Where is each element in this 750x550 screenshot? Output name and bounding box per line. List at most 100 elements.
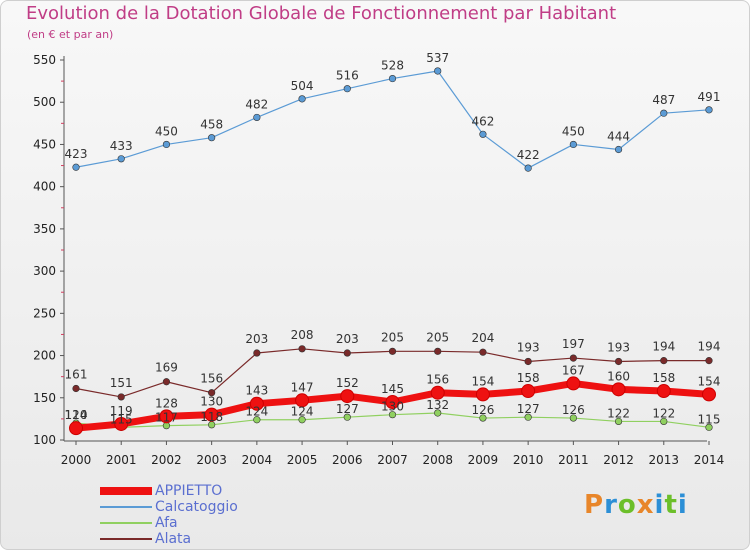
x-tick-label: 2014 [694, 453, 725, 467]
data-point [569, 414, 577, 422]
x-tick-label: 2003 [196, 453, 227, 467]
data-point [388, 347, 397, 355]
data-point [614, 417, 623, 426]
data-point [249, 396, 264, 411]
data-point [343, 349, 351, 357]
data-point [298, 95, 306, 103]
data-point [524, 164, 532, 172]
data-point [479, 348, 487, 356]
data-point [524, 357, 532, 366]
data-label: 204 [471, 331, 494, 345]
data-point [475, 387, 490, 402]
data-point [569, 354, 577, 362]
data-point [72, 384, 80, 393]
x-tick-label: 2005 [287, 453, 318, 467]
x-tick-label: 2007 [377, 453, 408, 467]
data-label: 115 [110, 412, 133, 426]
x-tick-label: 2000 [61, 453, 92, 467]
data-label: 205 [381, 330, 404, 344]
data-point [434, 347, 442, 355]
data-point [705, 423, 713, 431]
data-label: 158 [652, 371, 675, 385]
data-label: 132 [426, 398, 449, 412]
data-label: 126 [471, 403, 494, 417]
chart-subtitle: (en € et par an) [27, 28, 114, 41]
data-label: 124 [291, 405, 314, 419]
data-point [253, 349, 261, 357]
data-label: 423 [65, 147, 88, 161]
data-label: 119 [110, 404, 133, 418]
y-tick-label: 150 [33, 391, 56, 405]
data-point [298, 416, 306, 424]
y-tick-label: 100 [33, 433, 56, 447]
data-label: 127 [336, 402, 359, 416]
y-tick-label: 200 [33, 349, 56, 363]
data-point [208, 389, 216, 397]
data-label: 193 [607, 340, 630, 354]
data-label: 130 [200, 395, 223, 409]
x-tick-label: 2004 [242, 453, 273, 467]
data-label: 450 [155, 124, 178, 138]
data-label: 482 [245, 97, 268, 111]
data-label: 504 [291, 79, 314, 93]
data-label: 197 [562, 337, 585, 351]
data-label: 433 [110, 139, 133, 153]
data-point [253, 416, 261, 424]
x-tick-label: 2011 [558, 453, 589, 467]
data-point [705, 106, 713, 114]
x-tick-label: 2008 [422, 453, 453, 467]
data-point [705, 357, 713, 365]
legend-swatch [100, 538, 152, 540]
data-label: 528 [381, 59, 404, 73]
data-label: 154 [698, 374, 721, 388]
data-label: 122 [652, 406, 675, 420]
data-label: 444 [607, 130, 630, 144]
data-point [388, 74, 397, 83]
data-point [298, 345, 306, 353]
legend-swatch [100, 522, 152, 524]
data-label: 422 [517, 148, 540, 162]
data-point [69, 421, 83, 436]
legend-item-calcatoggio: Calcatoggio [100, 499, 238, 515]
data-label: 126 [562, 403, 585, 417]
data-label: 194 [698, 340, 721, 354]
data-label: 118 [200, 410, 223, 424]
data-point [702, 387, 716, 402]
data-point [656, 384, 671, 399]
data-point [660, 357, 668, 365]
data-label: 203 [336, 332, 359, 346]
data-point [614, 357, 623, 366]
data-label: 117 [155, 411, 178, 425]
x-tick-label: 2010 [513, 453, 544, 467]
data-point [343, 85, 351, 93]
data-point [479, 414, 487, 422]
legend-swatch [100, 487, 152, 495]
data-label: 516 [336, 69, 359, 83]
data-point [295, 393, 310, 408]
data-point [204, 407, 219, 422]
data-label: 160 [607, 369, 630, 383]
legend-item-alata: Alata [100, 531, 238, 547]
data-point [569, 140, 577, 149]
legend-swatch [100, 506, 152, 508]
data-point [162, 378, 171, 386]
data-point [343, 413, 351, 421]
data-point [566, 376, 581, 391]
data-point [430, 385, 445, 400]
data-point [434, 409, 442, 417]
data-point [208, 134, 216, 142]
data-label: 145 [381, 382, 404, 396]
x-tick-label: 2006 [332, 453, 363, 467]
data-label: 128 [155, 396, 178, 410]
data-label: 169 [155, 361, 178, 375]
data-point [521, 384, 536, 399]
legend-label: Calcatoggio [155, 499, 238, 515]
proxiti-logo: Proxiti [584, 490, 688, 520]
legend-label: Afa [155, 515, 178, 531]
data-label: 130 [381, 400, 404, 414]
data-point [117, 155, 125, 163]
data-label: 194 [652, 340, 675, 354]
data-label: 193 [517, 340, 540, 354]
data-label: 458 [200, 118, 223, 132]
